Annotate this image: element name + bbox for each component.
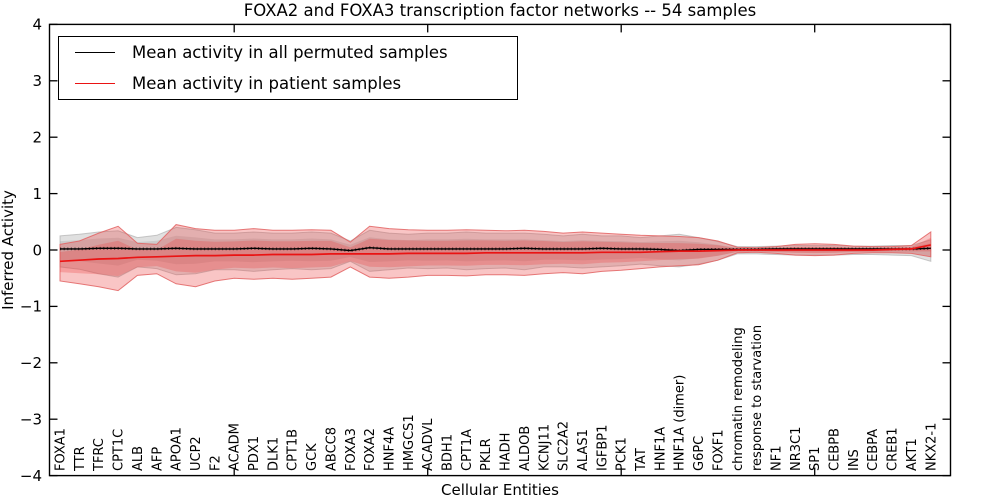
- chart-title: FOXA2 and FOXA3 transcription factor net…: [243, 1, 757, 20]
- x-tick-label: SLC2A2: [557, 421, 572, 471]
- x-tick-label: UCP2: [189, 436, 204, 471]
- x-axis-label: Cellular Entities: [441, 481, 559, 499]
- patient-std-band-outer: [59, 224, 932, 292]
- legend-label-permuted: Mean activity in all permuted samples: [132, 43, 448, 62]
- x-tick-label: response to starvation: [750, 325, 765, 471]
- x-tick-label: HMGCS1: [402, 414, 417, 471]
- x-tick-label: AKT1: [905, 438, 920, 471]
- x-tick-label: BDH1: [441, 434, 456, 471]
- x-tick-label: HNF1A (dimer): [673, 375, 688, 471]
- permuted-mean-line: [60, 246, 931, 252]
- y-axis-label: Inferred Activity: [0, 190, 17, 310]
- x-tick-label: HNF4A: [383, 427, 398, 471]
- y-tick-label: −1: [20, 298, 42, 316]
- x-tick-label: ALB: [131, 446, 146, 471]
- x-tick-label: F2: [208, 455, 223, 471]
- x-tick-label: KCNJ11: [537, 424, 552, 471]
- x-tick-label: ALDOB: [518, 426, 533, 471]
- y-tick-label: −3: [20, 411, 42, 429]
- legend-line-red: [75, 83, 115, 84]
- x-tick-label: G6PC: [692, 436, 707, 471]
- y-tick-label: −2: [20, 354, 42, 372]
- legend-line-black: [75, 52, 115, 53]
- y-tick-label: 2: [32, 129, 42, 147]
- patient-mean-line: [59, 244, 931, 263]
- x-tick-label: CPT1B: [286, 429, 301, 471]
- y-tick-label: 4: [32, 16, 42, 34]
- y-tick-label: 3: [32, 72, 42, 90]
- y-tick-label: −4: [20, 467, 42, 485]
- x-tick-label: TFRC: [92, 438, 107, 472]
- x-tick-label: NR3C1: [789, 427, 804, 471]
- x-tick-label: chromatin remodeling: [731, 327, 746, 471]
- x-tick-label: CEBPB: [828, 428, 843, 471]
- permuted-std-band-inner: [60, 235, 931, 266]
- x-tick-label: FOXF1: [711, 429, 726, 471]
- x-tick-label: ALAS1: [576, 429, 591, 471]
- x-tick-label: DLK1: [266, 437, 281, 471]
- x-tick-label: PKLR: [479, 438, 494, 471]
- x-tick-label: HNF1A: [653, 427, 668, 471]
- x-tick-label: AFP: [150, 447, 165, 471]
- x-tick-label: APOA1: [170, 427, 185, 471]
- x-tick-label: PCK1: [615, 437, 630, 471]
- x-tick-label: CEBPA: [866, 429, 881, 471]
- x-tick-label: PDX1: [247, 436, 262, 471]
- x-tick-label: ABCC8: [324, 427, 339, 471]
- x-tick-label: GCK: [305, 443, 320, 471]
- x-tick-label: HADH: [499, 433, 514, 471]
- x-tick-label: NKX2-1: [924, 423, 939, 471]
- x-tick-label: SP1: [808, 447, 823, 471]
- x-tick-label: ACADM: [228, 423, 243, 471]
- y-tick-label: 1: [32, 185, 42, 203]
- x-tick-label: FOXA3: [344, 428, 359, 471]
- y-tick-label: 0: [32, 241, 42, 259]
- x-tick-label: FOXA1: [54, 428, 69, 471]
- x-tick-label: ACADVL: [421, 418, 436, 471]
- x-tick-label: TTR: [73, 446, 88, 472]
- x-tick-label: CPT1C: [112, 429, 127, 471]
- x-tick-label: INS: [847, 449, 862, 471]
- x-tick-label: NF1: [770, 446, 785, 471]
- x-tick-label: TAT: [634, 448, 649, 472]
- x-tick-label: CREB1: [886, 427, 901, 471]
- legend-label-patient: Mean activity in patient samples: [132, 74, 402, 93]
- legend: Mean activity in all permuted samples Me…: [58, 36, 518, 100]
- x-tick-label: IGFBP1: [595, 425, 610, 471]
- x-tick-label: CPT1A: [460, 429, 475, 471]
- legend-item-patient: Mean activity in patient samples: [59, 68, 517, 99]
- legend-item-permuted: Mean activity in all permuted samples: [59, 37, 517, 68]
- x-tick-label: FOXA2: [363, 428, 378, 471]
- patient-std-band-inner: [60, 237, 931, 277]
